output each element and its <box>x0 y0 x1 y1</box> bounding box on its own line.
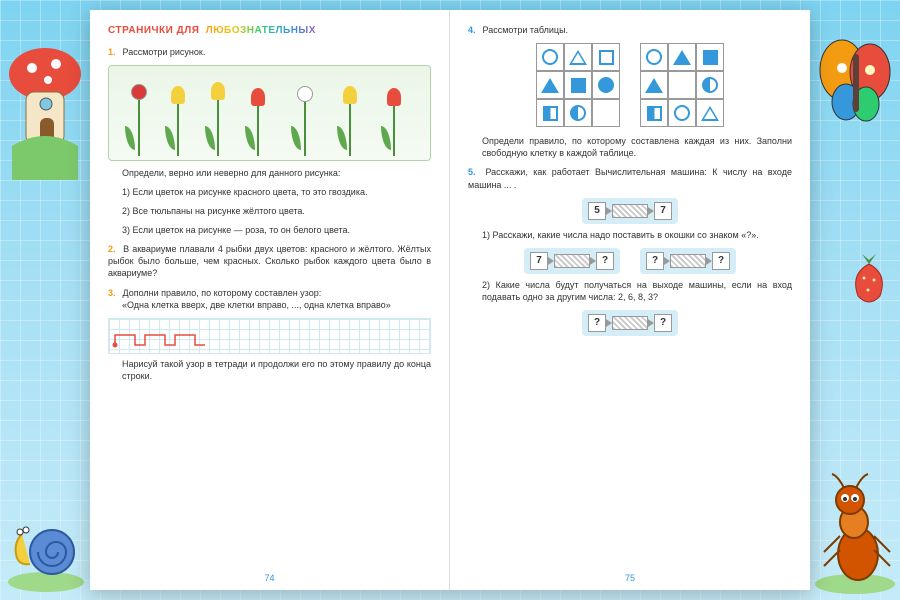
machine-2a-in: 7 <box>530 252 548 270</box>
task-4-prompt: Рассмотри таблицы. <box>483 25 569 35</box>
task-5: 5. Расскажи, как работает Вычислительная… <box>468 166 792 190</box>
task-4-tail: Определи правило, по которому составлена… <box>468 135 792 159</box>
shape-cell <box>592 43 620 71</box>
shape-cell <box>696 43 724 71</box>
flower-tulip <box>251 88 265 156</box>
page-left: СТРАНИЧКИ ДЛЯ ЛЮБОЗНАТЕЛЬНЫХ 1. Рассмотр… <box>90 10 450 590</box>
task-4-num: 4. <box>468 24 480 36</box>
shape-cell <box>696 99 724 127</box>
machine-3-in: ? <box>588 314 606 332</box>
strawberry-deco <box>844 250 894 310</box>
task-4: 4. Рассмотри таблицы. <box>468 24 792 36</box>
page-right: 4. Рассмотри таблицы. Определи правило, … <box>450 10 810 590</box>
task-1-item2: 2) Все тюльпаны на рисунке жёлтого цвета… <box>108 205 431 217</box>
flower-rose <box>297 86 313 156</box>
header-part2: ЛЮБОЗНАТЕЛЬНЫХ <box>203 24 319 37</box>
machine-3-out: ? <box>654 314 672 332</box>
flower-tulip <box>387 88 401 156</box>
shape-cell <box>536 43 564 71</box>
shape-cell <box>536 71 564 99</box>
machine-1-out: 7 <box>654 202 672 220</box>
task-1-prompt: Рассмотри рисунок. <box>123 47 206 57</box>
machine-3: ? ? <box>582 310 678 336</box>
shape-cell <box>640 71 668 99</box>
shape-cell <box>592 99 620 127</box>
mushroom-house-deco <box>2 40 88 180</box>
task-2: 2. В аквариуме плавали 4 рыбки двух цвет… <box>108 243 431 279</box>
flower-carnation <box>131 84 147 156</box>
machine-2a: 7 ? <box>524 248 620 274</box>
pattern-path <box>115 335 205 345</box>
task-1: 1. Рассмотри рисунок. <box>108 46 431 58</box>
shape-grid-2 <box>640 43 724 127</box>
shape-cell <box>536 99 564 127</box>
task-1-item1: 1) Если цветок на рисунке красного цвета… <box>108 186 431 198</box>
task-5-lead: Расскажи, как работает Вычислительная ма… <box>468 167 792 189</box>
task-3-num: 3. <box>108 287 120 299</box>
machine-2b-out: ? <box>712 252 730 270</box>
task-5-num: 5. <box>468 166 480 178</box>
shape-cell <box>564 43 592 71</box>
shape-cell <box>668 99 696 127</box>
page-number-left: 74 <box>90 572 449 584</box>
task-5-q2: 2) Какие числа будут получаться на выход… <box>468 279 792 303</box>
machine-body-icon <box>554 254 590 268</box>
machine-2b: ? ? <box>640 248 736 274</box>
shape-cell <box>640 43 668 71</box>
shape-tables <box>468 43 792 127</box>
task-3-tail: Нарисуй такой узор в тетради и продолжи … <box>108 358 431 382</box>
shape-cell <box>564 71 592 99</box>
shape-grid-1 <box>536 43 620 127</box>
shape-cell <box>564 99 592 127</box>
shape-cell <box>696 71 724 99</box>
machine-2b-in: ? <box>646 252 664 270</box>
flowers-illustration <box>108 65 431 161</box>
machine-body-icon <box>612 204 648 218</box>
snail-deco <box>4 504 88 594</box>
machine-q2-row: ? ? <box>468 310 792 336</box>
shape-cell <box>592 71 620 99</box>
machine-body-icon <box>670 254 706 268</box>
flower-tulip <box>211 82 225 156</box>
machine-1-in: 5 <box>588 202 606 220</box>
flower-tulip <box>171 86 185 156</box>
butterfly-deco <box>812 30 898 140</box>
task-1-item3: 3) Если цветок на рисунке — роза, то он … <box>108 224 431 236</box>
shape-cell <box>668 71 696 99</box>
header-part1: СТРАНИЧКИ ДЛЯ <box>108 25 199 36</box>
machine-example: 5 7 <box>468 198 792 224</box>
machine-q1-row: 7 ? ? ? <box>468 248 792 274</box>
machine-body-icon <box>612 316 648 330</box>
machine-2a-out: ? <box>596 252 614 270</box>
page-number-right: 75 <box>450 572 810 584</box>
ant-deco <box>812 466 898 596</box>
shape-cell <box>668 43 696 71</box>
task-2-text: В аквариуме плавали 4 рыбки двух цветов:… <box>108 244 431 278</box>
machine-1: 5 7 <box>582 198 678 224</box>
task-2-num: 2. <box>108 243 120 255</box>
task-3-text: Дополни правило, по которому составлен у… <box>123 288 322 298</box>
flower-tulip <box>343 86 357 156</box>
section-header: СТРАНИЧКИ ДЛЯ ЛЮБОЗНАТЕЛЬНЫХ <box>108 24 431 38</box>
book-spread: СТРАНИЧКИ ДЛЯ ЛЮБОЗНАТЕЛЬНЫХ 1. Рассмотр… <box>90 10 810 590</box>
shape-cell <box>640 99 668 127</box>
task-1-num: 1. <box>108 46 120 58</box>
task-1-lead: Определи, верно или неверно для данного … <box>108 167 431 179</box>
task-3-rule: «Одна клетка вверх, две клетки вправо, .… <box>108 299 431 311</box>
task-5-q1: 1) Расскажи, какие числа надо поставить … <box>468 229 792 241</box>
pattern-grid <box>108 318 431 354</box>
task-3: 3. Дополни правило, по которому составле… <box>108 287 431 311</box>
